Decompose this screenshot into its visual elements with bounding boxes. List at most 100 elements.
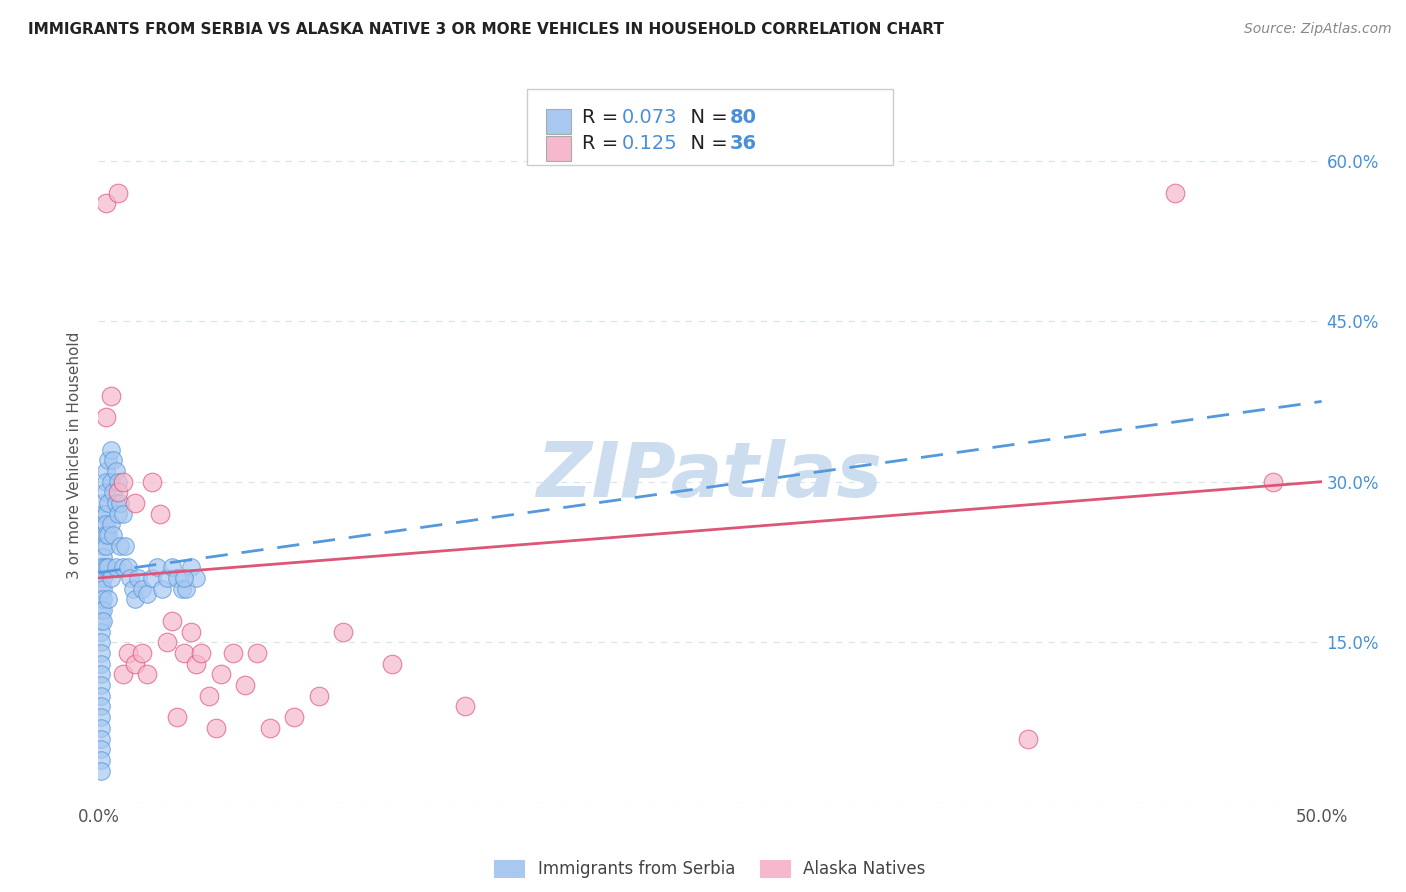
Text: R =: R = — [582, 135, 624, 153]
Point — [141, 475, 163, 489]
Point — [97, 453, 120, 467]
Text: 0.125: 0.125 — [621, 135, 678, 153]
Point — [173, 646, 195, 660]
Point — [90, 710, 112, 724]
Point — [90, 742, 112, 756]
Point — [90, 646, 112, 660]
Point — [94, 196, 117, 211]
Point — [91, 582, 114, 596]
Point — [209, 667, 232, 681]
Point — [100, 389, 122, 403]
Point — [104, 464, 127, 478]
Text: 36: 36 — [730, 135, 756, 153]
Point — [90, 560, 112, 574]
Point — [90, 667, 112, 681]
Point — [94, 539, 117, 553]
Point — [111, 560, 134, 574]
Text: Source: ZipAtlas.com: Source: ZipAtlas.com — [1244, 22, 1392, 37]
Point — [90, 678, 112, 692]
Point — [110, 496, 132, 510]
Point — [173, 571, 195, 585]
Point — [1261, 475, 1284, 489]
Point — [131, 582, 153, 596]
Point — [120, 571, 142, 585]
Point — [94, 517, 117, 532]
Point — [97, 528, 120, 542]
Point — [100, 517, 122, 532]
Point — [91, 603, 114, 617]
Point — [90, 592, 112, 607]
Point — [90, 721, 112, 735]
Point — [124, 592, 146, 607]
Point — [94, 475, 117, 489]
Point — [104, 496, 127, 510]
Point — [186, 657, 208, 671]
Point — [101, 528, 124, 542]
Point — [136, 587, 159, 601]
Point — [90, 699, 112, 714]
Point — [104, 560, 127, 574]
Point — [101, 485, 124, 500]
Point — [111, 507, 134, 521]
Point — [91, 496, 114, 510]
Point — [146, 560, 169, 574]
Point — [176, 582, 198, 596]
Point — [91, 560, 114, 574]
Point — [114, 539, 136, 553]
Point — [131, 646, 153, 660]
Point — [454, 699, 477, 714]
Point — [121, 582, 143, 596]
Point — [149, 507, 172, 521]
Point — [91, 614, 114, 628]
Point — [90, 731, 112, 746]
Point — [94, 507, 117, 521]
Point — [91, 592, 114, 607]
Point — [170, 582, 193, 596]
Text: 80: 80 — [730, 108, 756, 127]
Text: ZIPatlas: ZIPatlas — [537, 439, 883, 513]
Point — [124, 496, 146, 510]
Point — [1017, 731, 1039, 746]
Point — [332, 624, 354, 639]
Point — [141, 571, 163, 585]
Point — [233, 678, 256, 692]
Y-axis label: 3 or more Vehicles in Household: 3 or more Vehicles in Household — [67, 331, 83, 579]
Point — [124, 657, 146, 671]
Point — [110, 539, 132, 553]
Point — [100, 442, 122, 457]
Point — [156, 571, 179, 585]
Point — [190, 646, 212, 660]
Point — [197, 689, 219, 703]
Point — [100, 571, 122, 585]
Point — [136, 667, 159, 681]
Point — [381, 657, 404, 671]
Point — [246, 646, 269, 660]
Point — [90, 657, 112, 671]
Point — [91, 528, 114, 542]
Point — [90, 582, 112, 596]
Point — [90, 764, 112, 778]
Point — [156, 635, 179, 649]
Point — [90, 635, 112, 649]
Text: N =: N = — [678, 108, 734, 127]
Point — [94, 528, 117, 542]
Point — [100, 475, 122, 489]
Point — [91, 507, 114, 521]
Point — [1164, 186, 1187, 200]
Point — [107, 475, 129, 489]
Point — [91, 539, 114, 553]
Point — [111, 475, 134, 489]
Point — [222, 646, 245, 660]
Point — [90, 689, 112, 703]
Point — [97, 496, 120, 510]
Point — [160, 614, 183, 628]
Point — [308, 689, 330, 703]
Point — [90, 753, 112, 767]
Point — [94, 485, 117, 500]
Point — [166, 710, 188, 724]
Point — [91, 571, 114, 585]
Text: R =: R = — [582, 108, 624, 127]
Point — [160, 560, 183, 574]
Point — [283, 710, 305, 724]
Point — [107, 507, 129, 521]
